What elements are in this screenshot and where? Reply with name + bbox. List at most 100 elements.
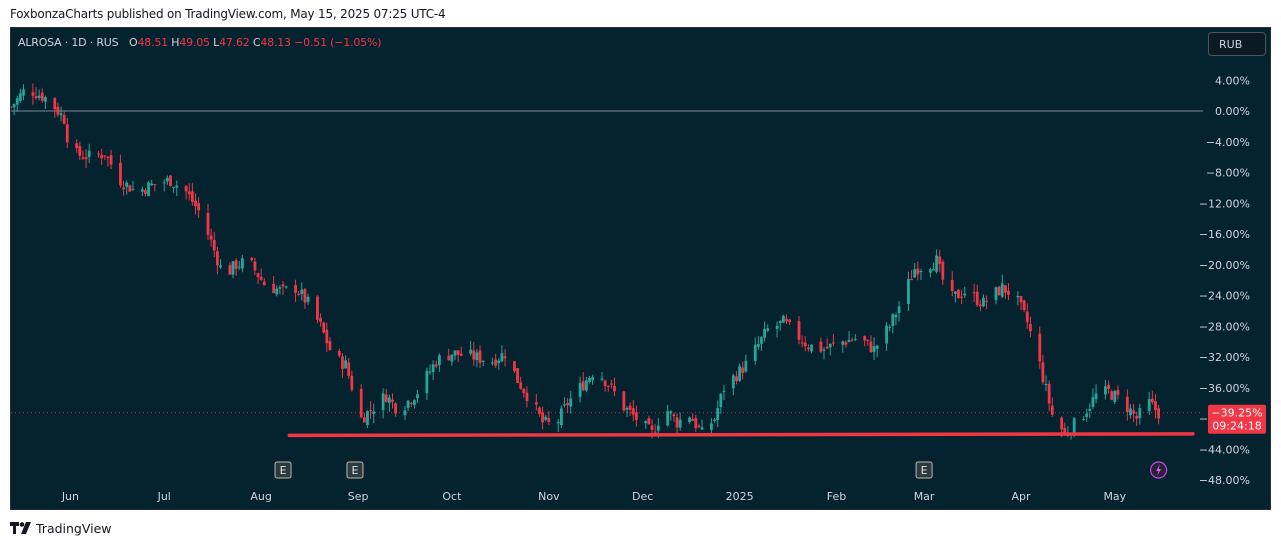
candle-body [522, 388, 526, 394]
candle-body [491, 362, 494, 364]
candle-body [1150, 398, 1154, 403]
candle-body [387, 397, 391, 403]
x-tick-label: Jun [61, 490, 79, 503]
candle-body [650, 425, 654, 430]
open-value: 48.51 [137, 36, 168, 49]
candle-body [603, 380, 607, 387]
ohlc-legend: ALROSA · 1D · RUS O48.51 H49.05 L47.62 C… [18, 36, 382, 49]
candle-body [1113, 390, 1117, 403]
current-value-badge [1208, 404, 1266, 434]
low-value: 47.62 [219, 36, 250, 49]
y-tick-label: −24.00% [1199, 290, 1250, 303]
candle-body [1038, 333, 1042, 362]
candle-body [172, 186, 176, 188]
candle-body [206, 212, 210, 235]
candle-body [741, 367, 745, 373]
candle-body [262, 281, 266, 286]
candle-body [891, 314, 895, 327]
candle-body [584, 380, 588, 391]
candle-body [122, 187, 125, 190]
candle-body [1110, 391, 1114, 400]
y-tick-label: −44.00% [1199, 443, 1250, 456]
candle-body [56, 106, 60, 115]
x-tick-label: May [1103, 490, 1126, 503]
candle-body [394, 403, 398, 414]
candle-body [428, 371, 432, 373]
candle-body [994, 287, 998, 300]
candle-body [953, 291, 957, 294]
candle-body [688, 417, 691, 422]
candle-body [1047, 383, 1051, 404]
candle-body [40, 92, 44, 101]
candle-body [869, 341, 873, 353]
support-trendline [287, 432, 1195, 438]
candle-body [950, 280, 954, 292]
candle-body [985, 300, 989, 302]
candle-body [978, 304, 982, 307]
candle-body [753, 344, 757, 361]
candle-body [957, 289, 960, 299]
candle-body [1060, 417, 1064, 430]
candle-body [119, 162, 122, 186]
candle-body [678, 419, 682, 428]
candle-body [656, 425, 660, 431]
candle-body [691, 418, 695, 421]
candle-body [344, 360, 347, 369]
x-tick-label: Oct [442, 490, 462, 503]
candle-body [563, 404, 566, 406]
symbol-label[interactable]: ALROSA · 1D · RUS [18, 36, 119, 49]
candle-body [1107, 384, 1110, 389]
candle-body [456, 350, 460, 355]
candle-body [628, 405, 632, 410]
candle-body [606, 385, 610, 387]
low-label: L [213, 36, 220, 49]
candle-body [850, 339, 854, 341]
candle-body [1147, 399, 1151, 412]
candle-body [1007, 290, 1010, 295]
candle-body [75, 143, 79, 149]
candlestick-chart[interactable]: 4.00% 0.00% −4.00% −8.00% −12.00% −16.00% −20.… [11, 28, 1270, 509]
close-value: 48.13 [260, 36, 291, 49]
x-tick-label: Dec [632, 490, 653, 503]
candle-body [187, 191, 191, 195]
candle-body [316, 296, 319, 320]
candle-body [975, 291, 979, 306]
tradingview-logo[interactable]: TradingView [10, 520, 112, 536]
candle-body [372, 411, 376, 414]
candle-body [519, 382, 523, 389]
candle-body [844, 342, 848, 345]
candle-body [885, 325, 888, 344]
close-label: C [252, 36, 261, 49]
candle-body [513, 361, 516, 372]
candle-body [907, 279, 910, 304]
candle-body [785, 318, 788, 322]
x-tick-label: Mar [914, 490, 935, 503]
candle-body [778, 320, 782, 323]
candle-body [600, 378, 604, 380]
candle-body [578, 383, 582, 397]
candle-body [97, 153, 100, 155]
candle-body [831, 342, 835, 344]
earnings-marker [274, 461, 292, 479]
candle-body [722, 390, 726, 392]
candle-body [194, 200, 197, 207]
candle-body [1154, 401, 1157, 411]
candle-body [478, 350, 482, 363]
candle-body [1016, 295, 1020, 298]
candle-body [675, 417, 679, 428]
candle-body [165, 177, 169, 182]
currency-button[interactable]: RUB [1208, 32, 1266, 56]
candle-body [1028, 323, 1032, 332]
candle-body [303, 289, 307, 303]
candle-body [481, 360, 485, 362]
candle-body [872, 346, 876, 353]
candle-body [609, 383, 613, 385]
candle-body [716, 408, 720, 421]
candle-body [963, 293, 967, 296]
candle-body [516, 368, 519, 383]
candle-body [459, 353, 463, 356]
candle-body [697, 425, 701, 427]
candle-body [322, 322, 326, 333]
candle-body [916, 268, 920, 275]
candle-body [431, 364, 435, 373]
